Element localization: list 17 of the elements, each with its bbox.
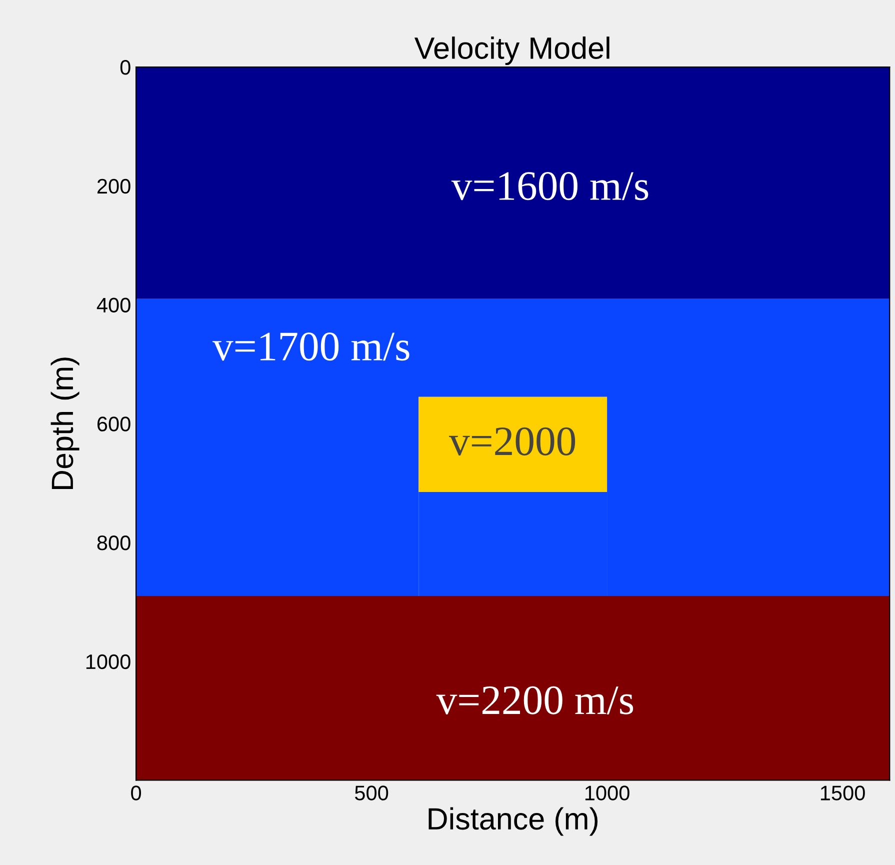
y-tick-label: 0 <box>120 60 130 75</box>
y-tick-label: 1000 <box>86 654 130 670</box>
y-tick-label: 400 <box>96 298 130 313</box>
annotation: v=1600 m/s <box>451 172 648 200</box>
chart-title: Velocity Model <box>414 36 610 66</box>
x-tick-label: 0 <box>131 786 142 800</box>
annotation: v=1700 m/s <box>212 332 410 361</box>
y-tick-label: 800 <box>97 536 130 550</box>
annotation: v=2000 <box>449 427 576 456</box>
y-tick-label: 200 <box>97 178 130 194</box>
x-tick-label: 500 <box>354 786 388 800</box>
y-axis-title: Depth (m) <box>50 358 80 490</box>
y-tick-label: 600 <box>97 416 130 432</box>
x-tick-label: 1000 <box>585 786 630 800</box>
x-axis-title: Distance (m) <box>428 807 598 836</box>
x-tick-label: 1500 <box>820 786 865 800</box>
annotation: v=2200 m/s <box>436 686 634 714</box>
